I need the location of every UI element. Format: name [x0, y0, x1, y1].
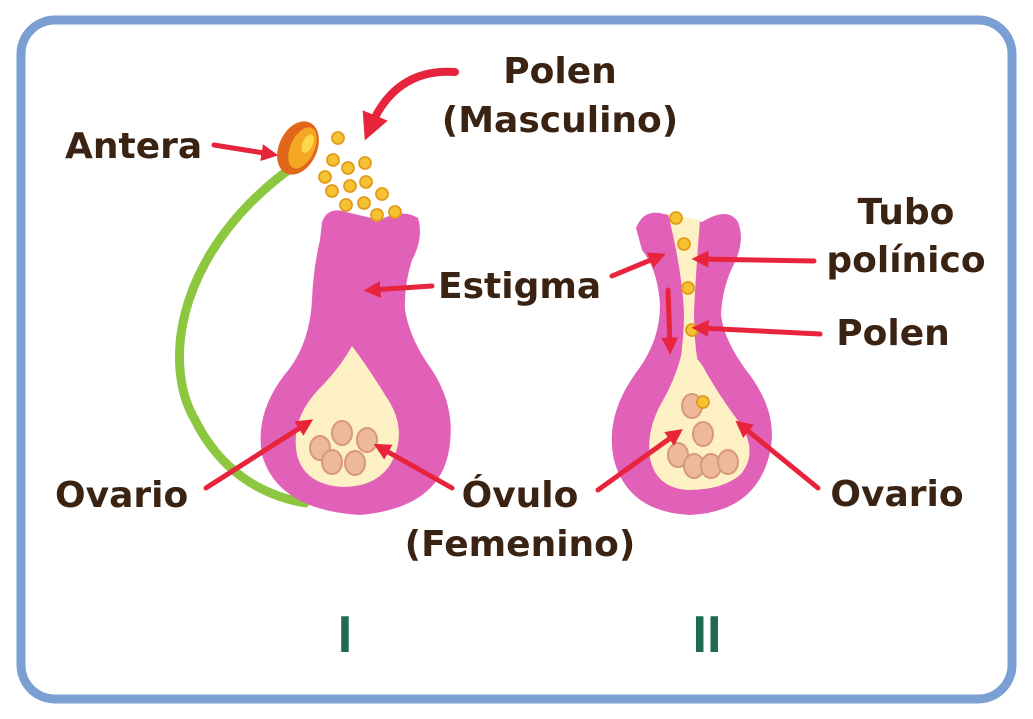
panel-number-one: I	[338, 606, 352, 664]
pointer-arrow-icon	[609, 252, 666, 279]
ovule-icon	[717, 449, 739, 475]
pollen-grain-icon	[343, 179, 357, 193]
ovule-icon	[356, 427, 378, 453]
pollen-cluster	[318, 131, 402, 222]
label-tubo-line2: polínico	[826, 240, 985, 281]
pointer-arrow-icon	[373, 443, 455, 491]
ovule-icon	[331, 420, 353, 446]
panel-number-two: II	[693, 606, 722, 664]
label-ovulo-line2: (Femenino)	[405, 524, 636, 565]
pointer-arrow-icon	[595, 429, 683, 493]
curved-arrow-icon	[362, 67, 459, 141]
panel-one-arrows	[203, 67, 459, 491]
filament	[175, 158, 310, 508]
pollen-grain-icon	[685, 323, 699, 337]
pollen-grain-icon	[358, 156, 372, 170]
label-polen-right: Polen	[836, 313, 950, 354]
pollen-grain-icon	[677, 237, 691, 251]
pollen-grain-icon	[341, 161, 355, 175]
panel-two: Tubo polínico Polen Ovario II	[595, 192, 986, 664]
pollen-grain-icon	[331, 131, 345, 145]
label-antera: Antera	[65, 126, 202, 167]
label-ovario-left: Ovario	[55, 475, 188, 516]
ovule-icon	[321, 449, 343, 475]
label-polen-line1: Polen	[503, 51, 617, 92]
pointer-arrow-icon	[363, 280, 435, 298]
pointer-arrow-icon	[661, 287, 679, 355]
ovule-cluster	[309, 420, 378, 476]
pollen-grain-icon	[669, 211, 683, 225]
ovule-icon	[344, 450, 366, 476]
pollen-grain-icon	[696, 395, 710, 409]
pollen-grain-icon	[681, 281, 695, 295]
pollen-grain-icon	[326, 153, 340, 167]
label-estigma: Estigma	[438, 266, 601, 307]
pointer-arrow-icon	[203, 419, 314, 491]
pointer-arrow-icon	[691, 319, 823, 337]
label-tubo-line1: Tubo	[858, 192, 955, 233]
ovule-icon	[692, 421, 714, 447]
pollen-grain-icon	[388, 205, 402, 219]
anther-icon	[277, 121, 319, 175]
label-ovulo-line1: Óvulo	[462, 474, 579, 516]
label-ovario-right: Ovario	[830, 474, 963, 515]
label-polen-line2: (Masculino)	[442, 100, 678, 141]
pointer-arrow-icon	[691, 250, 817, 268]
ovule-cluster	[667, 393, 739, 479]
pollen-grain-icon	[357, 196, 371, 210]
pollen-grain-icon	[375, 187, 389, 201]
pollen-grain-icon	[339, 198, 353, 212]
pointer-arrow-icon	[211, 142, 279, 162]
panel-two-arrows	[595, 250, 823, 493]
pollen-in-tube	[669, 211, 710, 409]
pollen-grain-icon	[370, 208, 384, 222]
pollen-grain-icon	[318, 170, 332, 184]
panel-one: Antera Polen (Masculino) Estigma Ovario …	[55, 51, 678, 664]
pollen-grain-icon	[359, 175, 373, 189]
pollen-grain-icon	[325, 184, 339, 198]
pointer-arrow-icon	[735, 420, 821, 491]
